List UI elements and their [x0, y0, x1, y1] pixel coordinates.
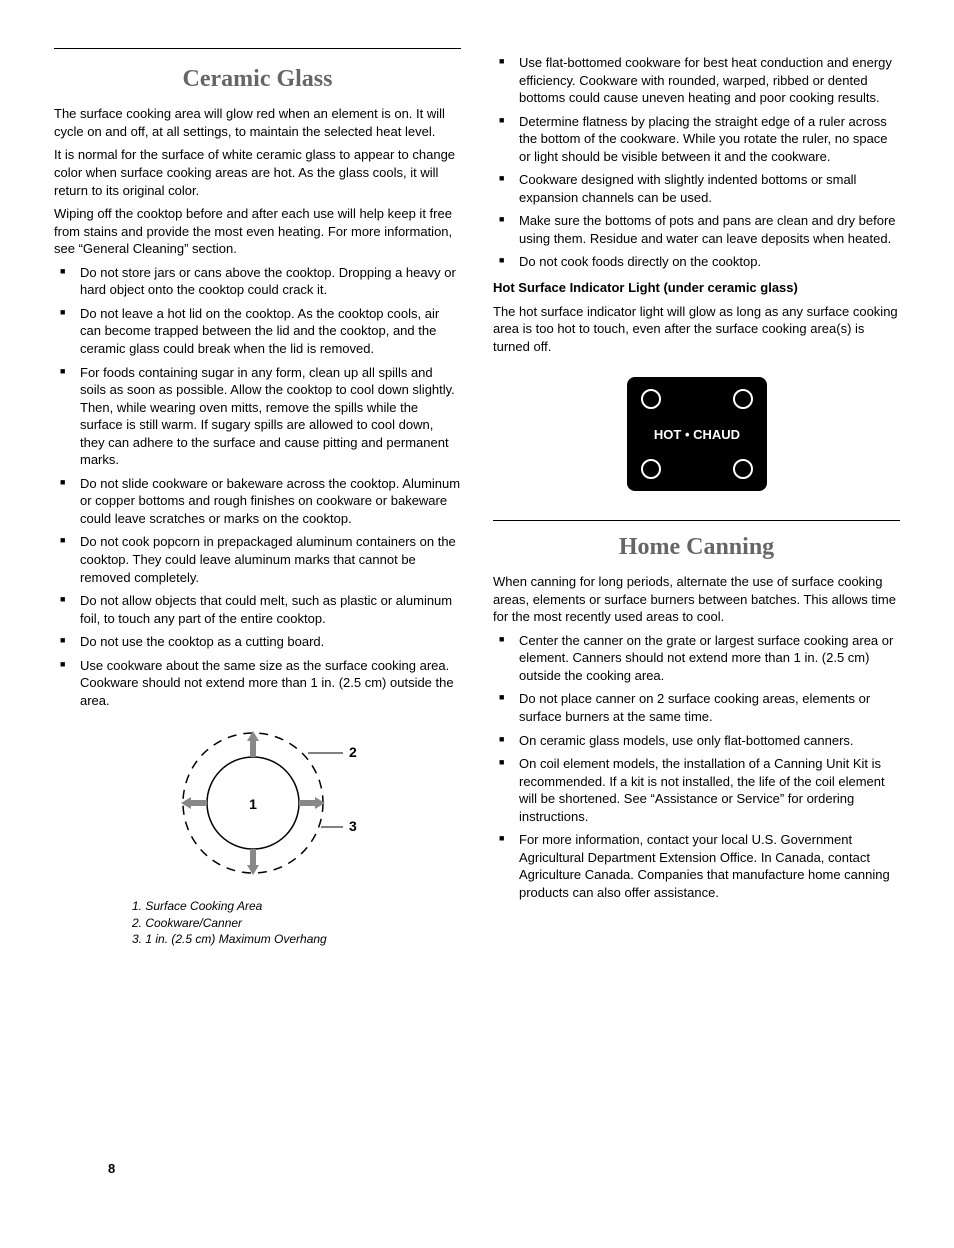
left-column: Ceramic Glass The surface cooking area w… — [54, 48, 461, 948]
hot-chaud-label: HOT • CHAUD — [653, 427, 739, 442]
list-item: Use cookware about the same size as the … — [54, 657, 461, 710]
list-item: Do not cook foods directly on the cookto… — [493, 253, 900, 271]
caption-line: 3. 1 in. (2.5 cm) Maximum Overhang — [132, 931, 461, 948]
fig-label-2: 2 — [349, 744, 357, 760]
cookware-bullets: Use flat-bottomed cookware for best heat… — [493, 54, 900, 271]
hot-surface-subhead: Hot Surface Indicator Light (under ceram… — [493, 279, 900, 297]
list-item: Cookware designed with slightly indented… — [493, 171, 900, 206]
list-item: Use flat-bottomed cookware for best heat… — [493, 54, 900, 107]
list-item: Do not cook popcorn in prepackaged alumi… — [54, 533, 461, 586]
intro-para-1: The surface cooking area will glow red w… — [54, 105, 461, 140]
cookware-diagram: 1 2 3 — [54, 723, 461, 888]
home-canning-heading: Home Canning — [493, 531, 900, 563]
canning-bullets: Center the canner on the grate or larges… — [493, 632, 900, 902]
list-item: On ceramic glass models, use only flat-b… — [493, 732, 900, 750]
right-column: Use flat-bottomed cookware for best heat… — [493, 48, 900, 948]
caption-line: 2. Cookware/Canner — [132, 915, 461, 932]
caption-line: 1. Surface Cooking Area — [132, 898, 461, 915]
fig-label-1: 1 — [249, 796, 257, 812]
page-number: 8 — [108, 1160, 115, 1178]
list-item: Do not use the cooktop as a cutting boar… — [54, 633, 461, 651]
figure-caption: 1. Surface Cooking Area 2. Cookware/Cann… — [132, 898, 461, 948]
list-item: Make sure the bottoms of pots and pans a… — [493, 212, 900, 247]
ceramic-glass-heading: Ceramic Glass — [54, 63, 461, 95]
hot-chaud-diagram: HOT • CHAUD — [493, 369, 900, 504]
ceramic-bullets: Do not store jars or cans above the cook… — [54, 264, 461, 710]
list-item: For foods containing sugar in any form, … — [54, 364, 461, 469]
list-item: Do not allow objects that could melt, su… — [54, 592, 461, 627]
list-item: Center the canner on the grate or larges… — [493, 632, 900, 685]
list-item: Do not slide cookware or bakeware across… — [54, 475, 461, 528]
fig-label-3: 3 — [349, 818, 357, 834]
intro-para-2: It is normal for the surface of white ce… — [54, 146, 461, 199]
intro-para-3: Wiping off the cooktop before and after … — [54, 205, 461, 258]
list-item: Determine flatness by placing the straig… — [493, 113, 900, 166]
section-divider — [493, 520, 900, 521]
list-item: Do not leave a hot lid on the cooktop. A… — [54, 305, 461, 358]
list-item: On coil element models, the installation… — [493, 755, 900, 825]
list-item: For more information, contact your local… — [493, 831, 900, 901]
hot-surface-para: The hot surface indicator light will glo… — [493, 303, 900, 356]
canning-para: When canning for long periods, alternate… — [493, 573, 900, 626]
list-item: Do not place canner on 2 surface cooking… — [493, 690, 900, 725]
list-item: Do not store jars or cans above the cook… — [54, 264, 461, 299]
